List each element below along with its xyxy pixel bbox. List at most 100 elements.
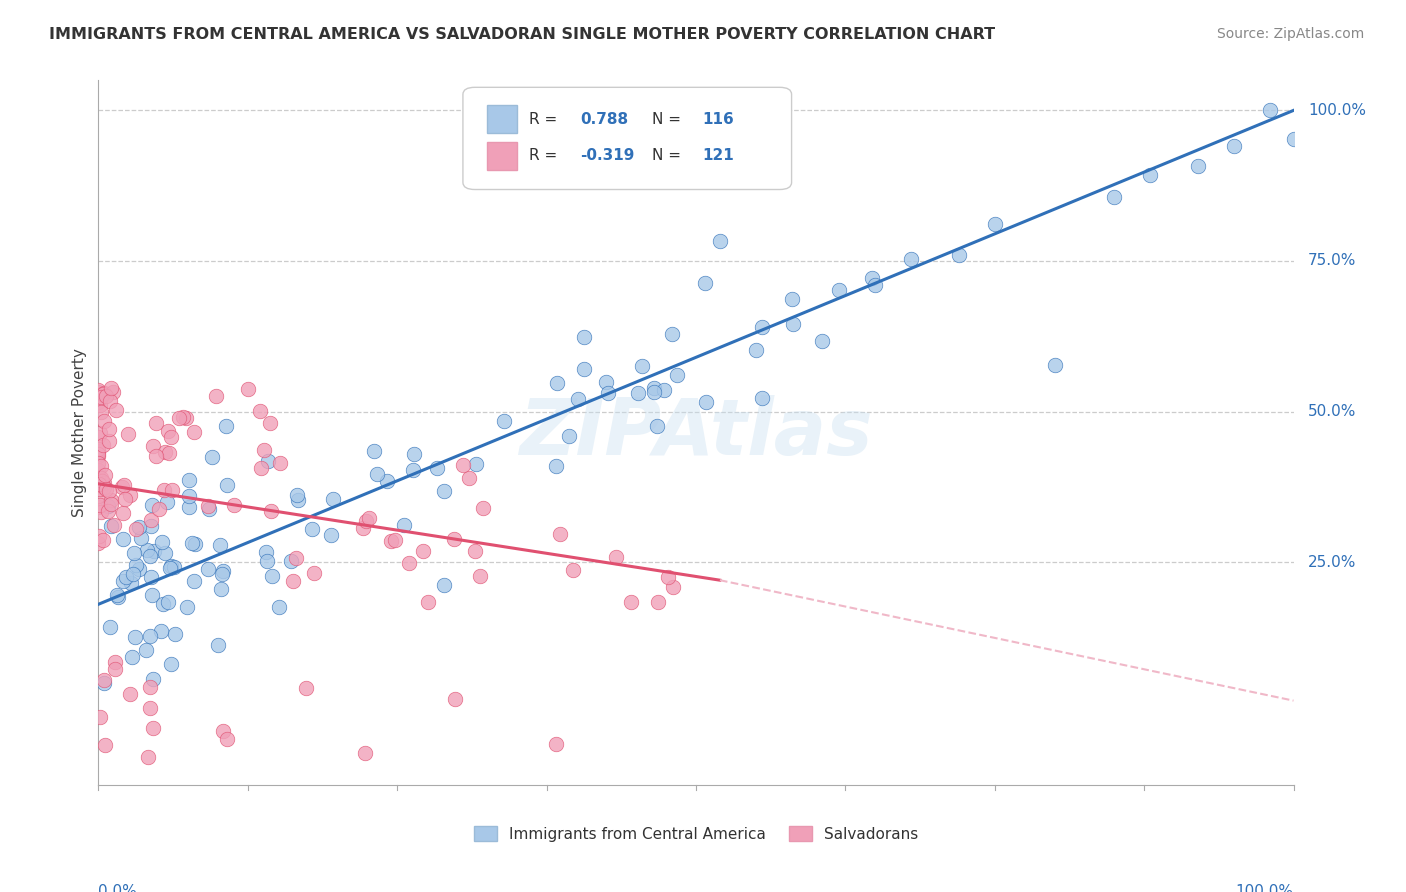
Point — [567, 392, 589, 406]
Point — [87, 478, 110, 492]
Text: 116: 116 — [702, 112, 734, 127]
Point — [398, 557, 420, 571]
Point — [131, 531, 153, 545]
Point — [87, 449, 110, 463]
Point — [208, 538, 231, 552]
Point — [197, 562, 219, 576]
Text: IMMIGRANTS FROM CENTRAL AMERICA VS SALVADORAN SINGLE MOTHER POVERTY CORRELATION : IMMIGRANTS FROM CENTRAL AMERICA VS SALVA… — [49, 27, 995, 42]
Point — [159, 561, 181, 575]
Text: -0.319: -0.319 — [581, 148, 634, 163]
Point — [167, 411, 190, 425]
Point — [87, 469, 110, 483]
Point — [457, 470, 479, 484]
Point — [546, 376, 568, 390]
Point — [645, 419, 668, 434]
Point — [150, 534, 173, 549]
Point — [948, 248, 970, 262]
Point — [262, 568, 284, 582]
Point — [139, 700, 162, 714]
Point — [118, 687, 141, 701]
FancyBboxPatch shape — [486, 105, 517, 133]
Point — [139, 513, 162, 527]
Point — [115, 570, 138, 584]
Point — [179, 473, 201, 487]
Point — [860, 271, 883, 285]
Point — [112, 574, 135, 588]
Point — [1139, 168, 1161, 182]
Point — [94, 389, 117, 403]
Point — [103, 518, 125, 533]
Point — [363, 444, 385, 458]
Point — [810, 334, 832, 348]
Point — [177, 500, 200, 514]
Point — [111, 532, 134, 546]
Point — [174, 410, 197, 425]
Point — [254, 545, 277, 559]
Point — [201, 450, 224, 464]
Point — [104, 655, 127, 669]
Point — [900, 252, 922, 266]
Point — [89, 709, 111, 723]
Point — [253, 442, 276, 457]
Point — [160, 657, 183, 671]
Text: R =: R = — [529, 148, 562, 163]
Point — [562, 563, 585, 577]
Point — [153, 445, 176, 459]
Text: 25.0%: 25.0% — [1308, 555, 1357, 570]
Point — [128, 519, 150, 533]
Point — [93, 675, 115, 690]
Point — [652, 383, 675, 397]
Text: 100.0%: 100.0% — [1308, 103, 1365, 118]
Point — [782, 317, 804, 331]
Point — [181, 535, 204, 549]
Point — [96, 483, 118, 497]
Point — [89, 483, 111, 497]
Point — [198, 502, 221, 516]
Point — [100, 492, 122, 507]
Point — [141, 569, 163, 583]
Point — [301, 522, 323, 536]
Point — [375, 475, 398, 489]
Point — [211, 566, 233, 581]
Point — [139, 549, 162, 563]
Point — [207, 638, 229, 652]
Point — [157, 446, 180, 460]
Point — [418, 595, 440, 609]
Point — [98, 393, 121, 408]
Point — [87, 477, 110, 491]
Point — [492, 414, 515, 428]
Point — [468, 569, 491, 583]
Point — [93, 480, 115, 494]
Point — [89, 426, 111, 441]
Point — [97, 483, 120, 498]
Point — [380, 533, 402, 548]
Point — [661, 326, 683, 341]
Point — [87, 456, 110, 470]
Point — [1187, 159, 1209, 173]
Point — [142, 543, 165, 558]
Point — [90, 458, 112, 473]
Point — [145, 417, 167, 431]
Point — [236, 382, 259, 396]
Point — [160, 430, 183, 444]
Point — [215, 732, 238, 747]
Text: 0.0%: 0.0% — [98, 884, 138, 892]
Point — [97, 499, 120, 513]
Point — [745, 343, 768, 357]
Text: 0.788: 0.788 — [581, 112, 628, 127]
Point — [269, 599, 291, 614]
Point — [104, 663, 127, 677]
Point — [464, 544, 486, 558]
Point — [87, 383, 110, 397]
Point — [163, 560, 186, 574]
Point — [160, 483, 183, 497]
FancyBboxPatch shape — [463, 87, 792, 189]
Point — [643, 381, 665, 395]
Point — [176, 600, 198, 615]
Point — [183, 425, 205, 439]
Legend: Immigrants from Central America, Salvadorans: Immigrants from Central America, Salvado… — [468, 820, 924, 847]
Point — [87, 429, 110, 443]
Point — [152, 597, 174, 611]
Point — [91, 387, 114, 401]
Point — [91, 438, 114, 452]
